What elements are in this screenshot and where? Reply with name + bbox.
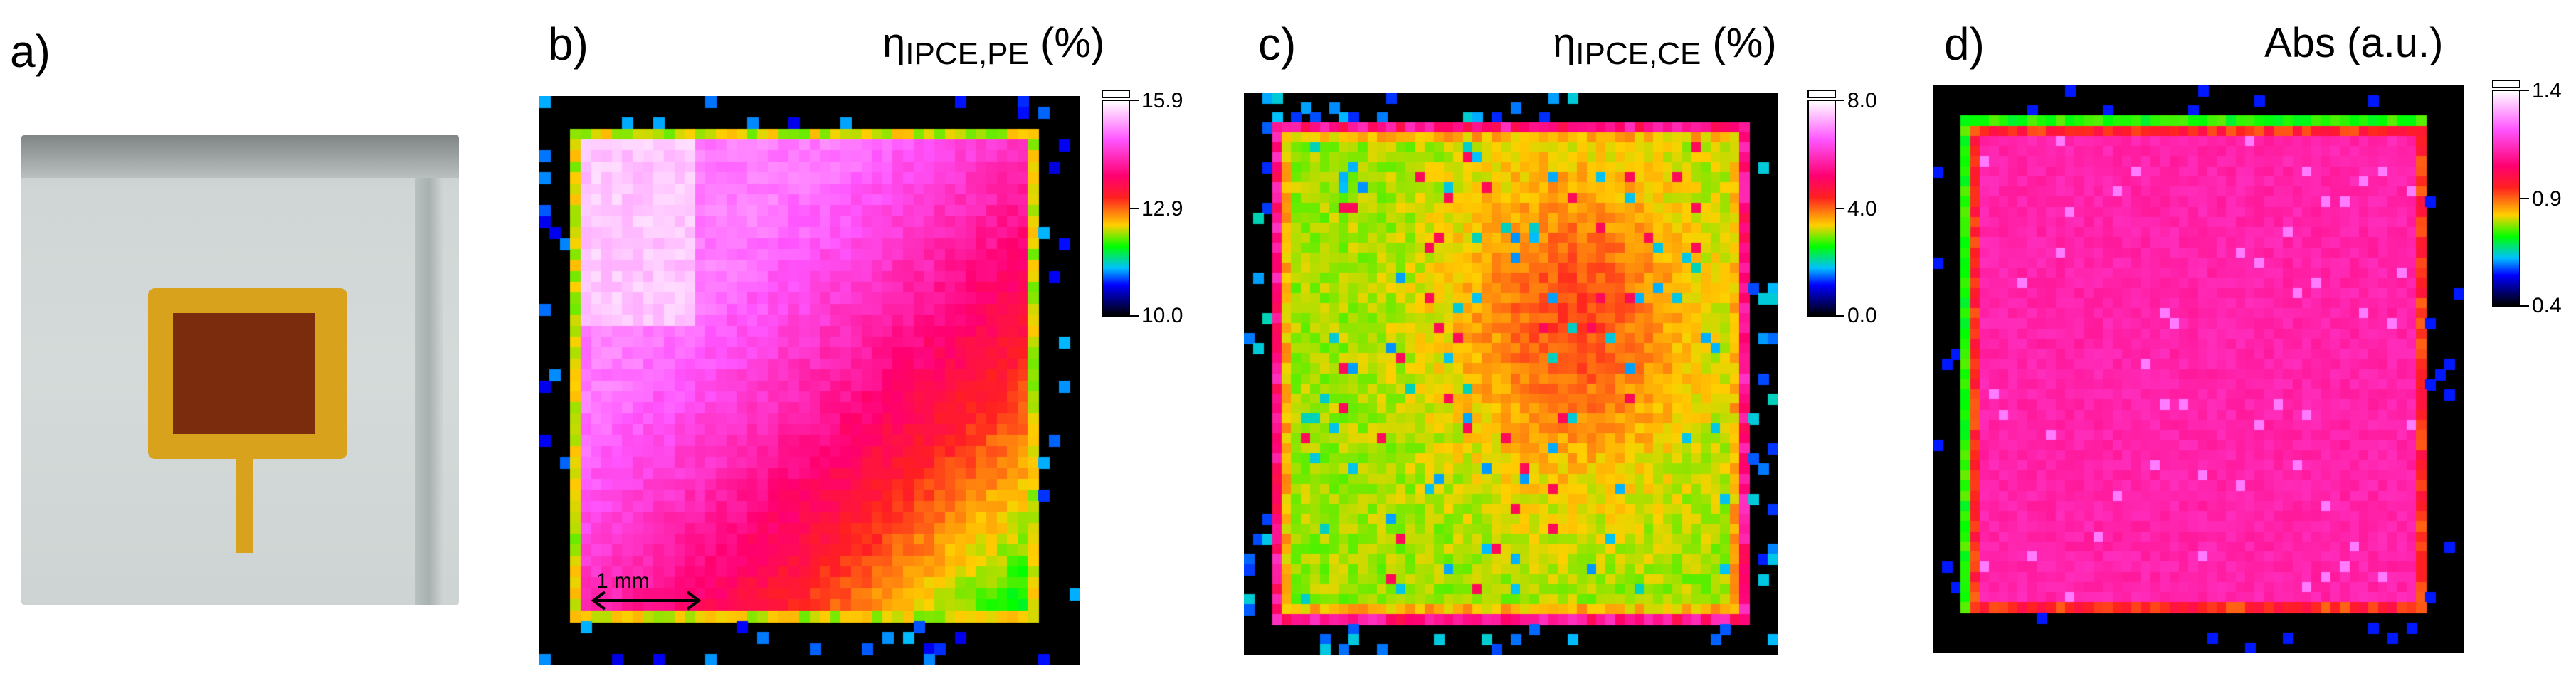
panel-c-title: ηIPCE,CE (%): [1553, 23, 1777, 70]
absorbance-heatmap: [1933, 85, 2464, 653]
panel-c-label: c): [1258, 19, 1297, 70]
colorbar-b-cap: [1102, 90, 1130, 98]
colorbar-d-tick-mid: [2520, 198, 2529, 199]
colorbar-d-gradient: [2492, 90, 2520, 307]
scalebar-arrow: [591, 591, 702, 611]
colorbar-d-cap: [2492, 80, 2520, 88]
photo-glass-edge: [415, 178, 443, 605]
colorbar-b: 15.9 12.9 10.0: [1102, 90, 1183, 327]
panel-c-title-main: η: [1553, 20, 1576, 66]
photo-top-rim: [21, 135, 459, 178]
colorbar-d-label-mid: 0.9: [2532, 187, 2562, 211]
colorbar-b-label-mid: 12.9: [1141, 197, 1183, 221]
colorbar-c: 8.0 4.0 0.0: [1807, 90, 1877, 327]
colorbar-c-tick-mid: [1836, 208, 1844, 209]
colorbar-b-tick-mid: [1130, 208, 1139, 209]
panel-d-label: d): [1944, 19, 1985, 70]
colorbar-b-tick-min: [1130, 315, 1139, 317]
colorbar-b-label-max: 15.9: [1141, 89, 1183, 112]
panel-b-title-unit: (%): [1028, 20, 1105, 66]
panel-b-title-main: η: [882, 20, 906, 66]
colorbar-c-cap: [1807, 90, 1836, 98]
colorbar-c-label-min: 0.0: [1847, 304, 1877, 327]
sample-photo: [21, 135, 459, 605]
panel-c-title-sub: IPCE,CE: [1575, 36, 1701, 71]
colorbar-b-label-min: 10.0: [1141, 304, 1183, 327]
colorbar-d-tick-max: [2520, 90, 2529, 91]
colorbar-d-label-max: 1.4: [2532, 79, 2562, 102]
panel-d-title: Abs (a.u.): [2264, 20, 2444, 66]
colorbar-d-tick-min: [2520, 305, 2529, 307]
colorbar-d-label-min: 0.4: [2532, 294, 2562, 317]
colorbar-d: 1.4 0.9 0.4: [2492, 80, 2562, 317]
photo-contact-lead: [236, 457, 253, 553]
panel-b-title: ηIPCE,PE (%): [882, 23, 1104, 70]
photo-active-film: [173, 313, 315, 434]
colorbar-c-gradient: [1807, 100, 1836, 317]
panel-b-title-sub: IPCE,PE: [905, 36, 1029, 71]
colorbar-b-gradient: [1102, 100, 1130, 317]
panel-a-label: a): [10, 26, 51, 77]
colorbar-c-tick-max: [1836, 100, 1844, 101]
scalebar-label: 1 mm: [596, 569, 650, 593]
colorbar-b-tick-max: [1130, 100, 1139, 101]
colorbar-c-tick-min: [1836, 315, 1844, 317]
colorbar-c-label-mid: 4.0: [1847, 197, 1877, 221]
panel-b-label: b): [548, 19, 588, 70]
panel-c-title-unit: (%): [1701, 20, 1777, 66]
ipce-ce-heatmap: [1244, 93, 1778, 655]
colorbar-c-label-max: 8.0: [1847, 89, 1877, 112]
ipce-pe-heatmap: [539, 96, 1080, 665]
